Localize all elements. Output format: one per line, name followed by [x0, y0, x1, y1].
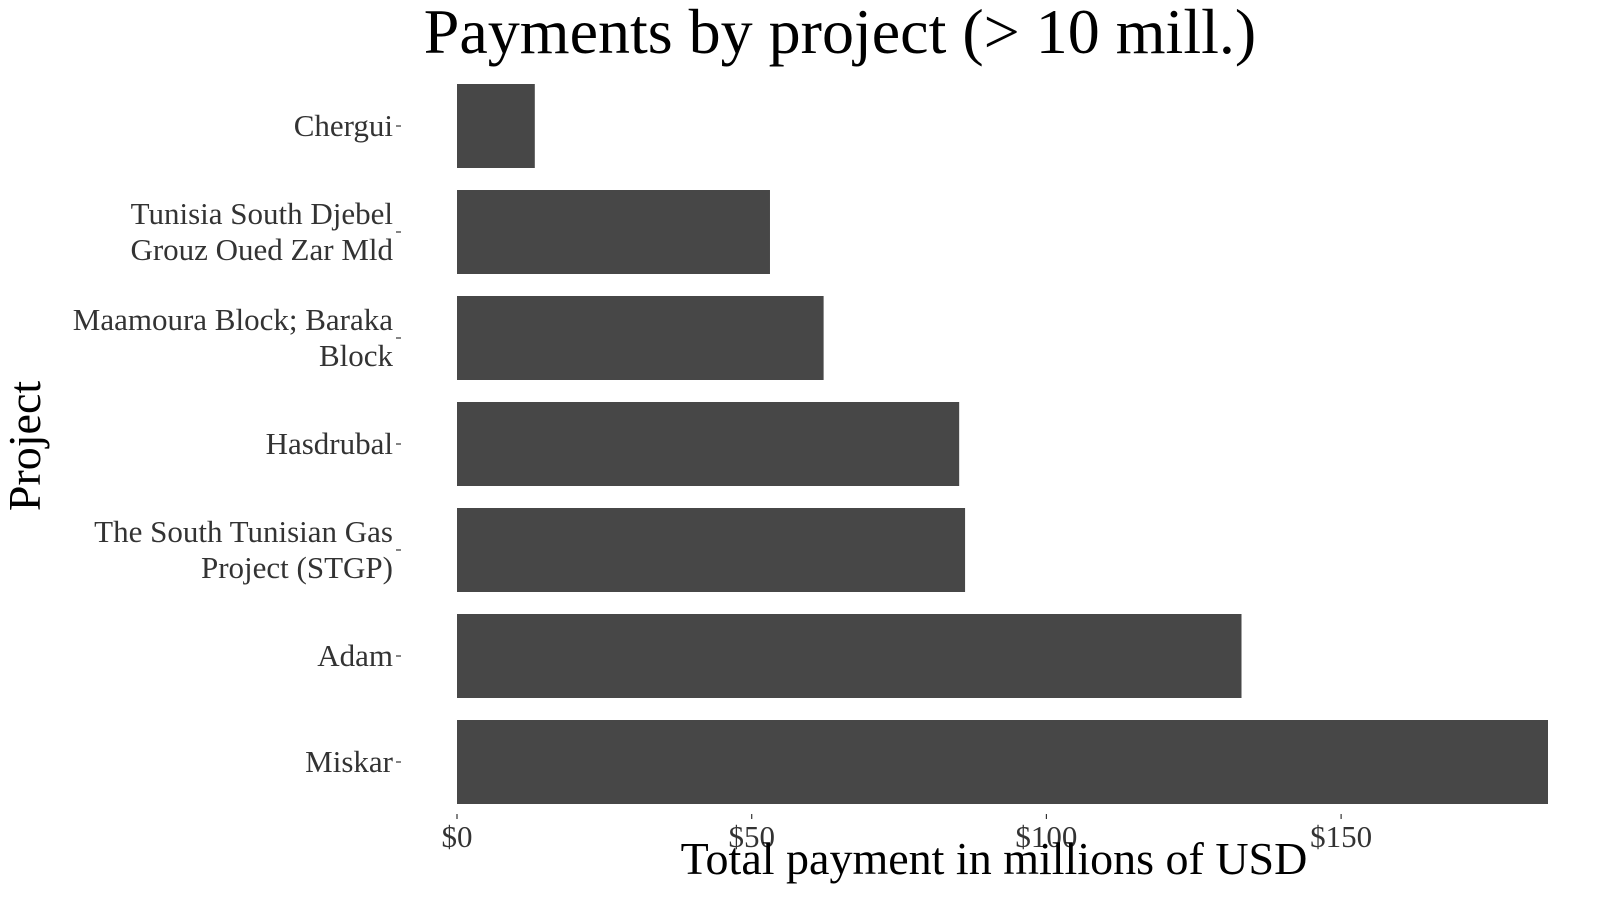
x-axis: $0 $50 $100 $150 — [442, 814, 1372, 854]
bar-hasdrubal — [457, 402, 960, 486]
bar-miskar — [457, 720, 1548, 804]
chart-title: Payments by project (> 10 mill.) — [424, 0, 1256, 67]
y-tick-label-miskar: Miskar — [305, 744, 394, 779]
y-tick-label-hasdrubal: Hasdrubal — [266, 426, 393, 461]
y-tick-label-adam: Adam — [317, 638, 393, 673]
bar-maamoura-block-baraka-block — [457, 296, 824, 380]
x-tick-label-100: $100 — [1015, 819, 1077, 854]
x-tick-label-50: $50 — [728, 819, 775, 854]
x-tick-label-0: $0 — [442, 819, 473, 854]
y-tick-label-the-south-tunisian-gas-project-stgp: The South Tunisian Gas Project (STGP) — [94, 514, 393, 585]
x-tick-label-150: $150 — [1310, 819, 1372, 854]
y-axis: Chergui Tunisia South Djebel Grouz Oued Za… — [73, 108, 401, 779]
y-tick-label-maamoura-block-baraka-block: Maamoura Block; Baraka Block — [73, 302, 394, 373]
bar-the-south-tunisian-gas-project-stgp — [457, 508, 966, 592]
bar-adam — [457, 614, 1242, 698]
y-tick-label-tunisia-south-djebel-grouz-oued-zar-mld: Tunisia South Djebel Grouz Oued Zar Mld — [130, 196, 393, 267]
bar-tunisia-south-djebel-grouz-oued-zar-mld — [457, 190, 770, 274]
bar-chergui — [457, 84, 535, 168]
bars-layer — [457, 84, 1548, 804]
x-axis-title: Total payment in millions of USD — [681, 833, 1308, 884]
y-axis-title: Project — [0, 381, 50, 512]
y-tick-label-chergui: Chergui — [294, 108, 394, 143]
